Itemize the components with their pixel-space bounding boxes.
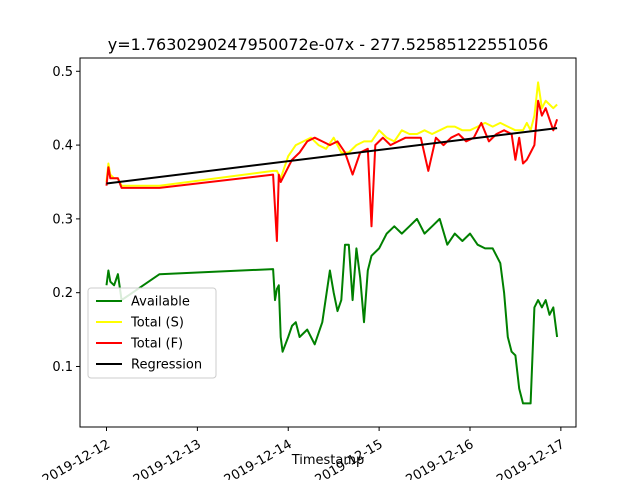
series-line-available <box>105 217 559 405</box>
plot-frame <box>79 57 577 428</box>
series-layer <box>105 81 559 405</box>
legend-label: Total (F) <box>130 337 183 352</box>
legend-box <box>87 287 217 379</box>
y-tick-label: 0.2 <box>52 286 73 301</box>
legend-label: Total (S) <box>130 316 184 331</box>
legend: Available Total (S) Total (F) Regression <box>87 287 217 379</box>
series-line-total-f <box>105 99 559 242</box>
x-tick-label: 2019-12-17 <box>494 437 567 480</box>
chart-title: y=1.7630290247950072e-07x - 277.52585122… <box>108 35 549 54</box>
legend-label: Available <box>131 295 190 310</box>
y-tick-label: 0.3 <box>52 212 73 227</box>
y-tick-label: 0.1 <box>52 360 73 375</box>
x-tick-label: 2019-12-16 <box>403 437 476 480</box>
x-tick-label: 2019-12-13 <box>131 437 204 480</box>
y-axis-ticks: 0.1 0.2 0.3 0.4 0.5 <box>52 65 80 375</box>
x-tick-label: 2019-12-12 <box>40 437 113 480</box>
y-tick-label: 0.4 <box>52 139 73 154</box>
x-tick-label: 2019-12-14 <box>222 437 295 480</box>
y-tick-label: 0.5 <box>52 65 73 80</box>
x-axis-label: Timestamp <box>291 453 365 468</box>
series-line-regression <box>106 127 558 185</box>
series-line-total-s <box>105 81 558 187</box>
legend-label: Regression <box>131 358 202 373</box>
